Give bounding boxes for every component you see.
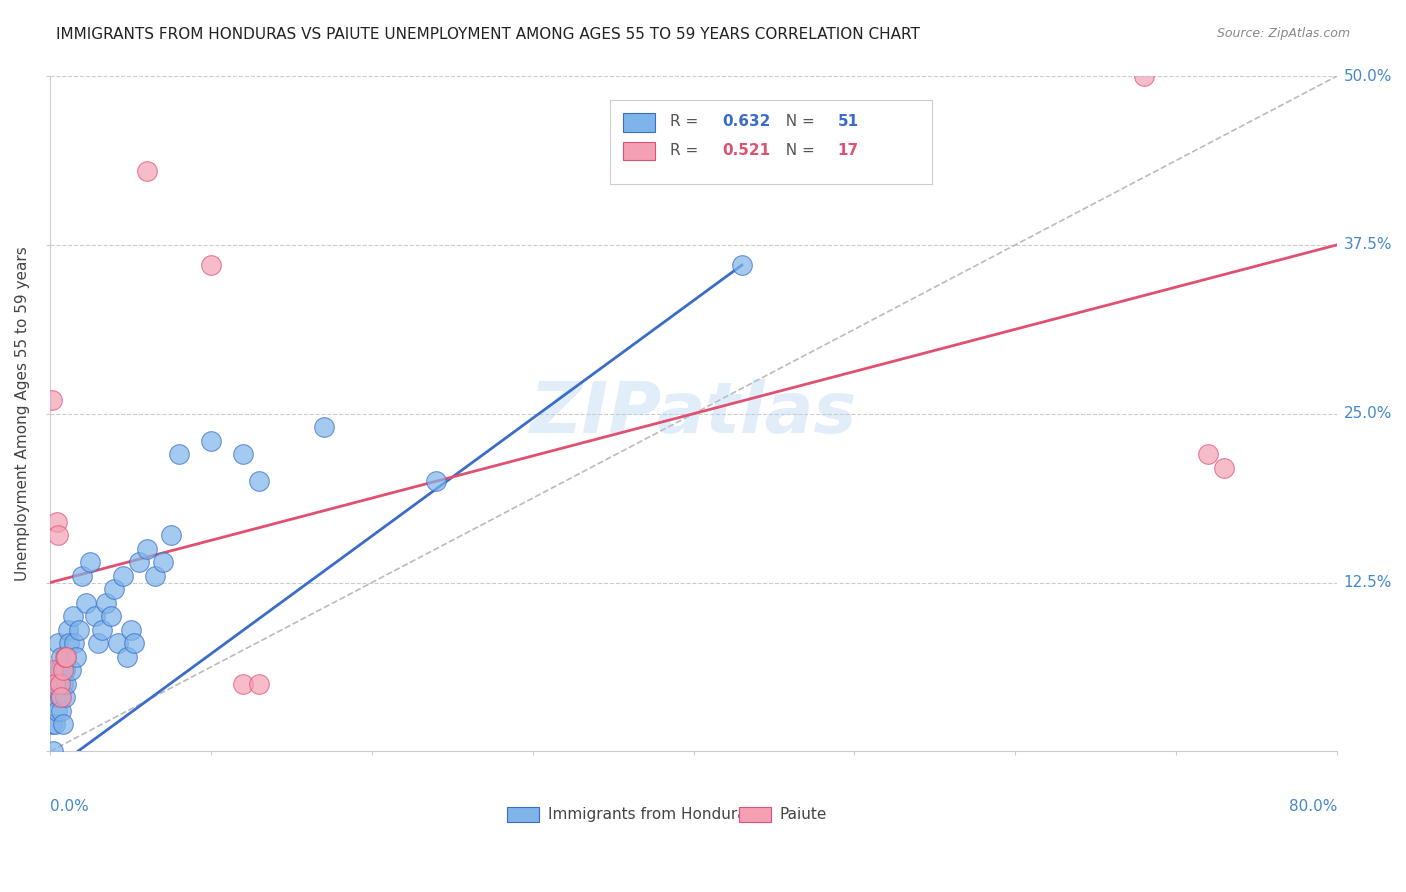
Point xyxy=(143,568,166,582)
Point xyxy=(42,663,65,677)
Text: 12.5%: 12.5% xyxy=(1344,575,1392,590)
Point xyxy=(122,636,145,650)
Point xyxy=(72,568,94,582)
Text: R =: R = xyxy=(671,114,703,129)
Text: 0.632: 0.632 xyxy=(721,114,770,129)
Point xyxy=(117,649,139,664)
Point xyxy=(45,515,67,529)
Point xyxy=(135,163,157,178)
Point xyxy=(53,690,76,705)
Point xyxy=(247,677,270,691)
Point xyxy=(55,649,77,664)
Point xyxy=(90,623,112,637)
Point xyxy=(200,258,222,272)
Point xyxy=(63,636,86,650)
Point xyxy=(100,609,122,624)
Point xyxy=(1133,69,1156,83)
Point xyxy=(159,528,181,542)
Point xyxy=(52,717,75,731)
Point xyxy=(56,623,79,637)
Point xyxy=(1197,447,1219,461)
Point xyxy=(79,555,101,569)
Point xyxy=(55,677,77,691)
Point xyxy=(52,677,75,691)
Point xyxy=(44,677,66,691)
Text: Immigrants from Honduras: Immigrants from Honduras xyxy=(548,806,755,822)
Point xyxy=(84,609,107,624)
Point xyxy=(111,568,134,582)
Point xyxy=(65,649,87,664)
Point xyxy=(135,541,157,556)
Point xyxy=(46,677,69,691)
Point xyxy=(312,420,335,434)
Text: 0.521: 0.521 xyxy=(721,144,770,159)
Point xyxy=(232,677,254,691)
Point xyxy=(44,690,66,705)
Point xyxy=(52,663,75,677)
Text: 51: 51 xyxy=(838,114,859,129)
Text: 0.0%: 0.0% xyxy=(51,798,89,814)
Point xyxy=(107,636,129,650)
Text: Paiute: Paiute xyxy=(780,806,827,822)
Point xyxy=(75,596,97,610)
Point xyxy=(87,636,110,650)
Point xyxy=(53,649,76,664)
Point xyxy=(51,690,73,705)
Point xyxy=(44,717,66,731)
Point xyxy=(62,609,84,624)
FancyBboxPatch shape xyxy=(610,100,932,184)
Point xyxy=(41,717,63,731)
Point xyxy=(45,704,67,718)
Point xyxy=(1213,460,1236,475)
FancyBboxPatch shape xyxy=(623,113,655,132)
Point xyxy=(49,690,72,705)
Point xyxy=(232,447,254,461)
Point xyxy=(128,555,150,569)
Point xyxy=(51,649,73,664)
Point xyxy=(152,555,174,569)
Text: IMMIGRANTS FROM HONDURAS VS PAIUTE UNEMPLOYMENT AMONG AGES 55 TO 59 YEARS CORREL: IMMIGRANTS FROM HONDURAS VS PAIUTE UNEMP… xyxy=(56,27,920,42)
Point xyxy=(731,258,754,272)
Point xyxy=(49,663,72,677)
Text: 17: 17 xyxy=(838,144,859,159)
Text: 37.5%: 37.5% xyxy=(1344,237,1392,252)
Text: N =: N = xyxy=(776,114,820,129)
Point xyxy=(46,528,69,542)
Point xyxy=(55,649,77,664)
Point xyxy=(60,663,83,677)
Point xyxy=(96,596,118,610)
Point xyxy=(53,663,76,677)
Text: ZIPatlas: ZIPatlas xyxy=(530,379,858,448)
Point xyxy=(51,704,73,718)
Point xyxy=(58,636,80,650)
Text: 50.0%: 50.0% xyxy=(1344,69,1392,84)
Text: 80.0%: 80.0% xyxy=(1289,798,1337,814)
FancyBboxPatch shape xyxy=(738,807,770,822)
Point xyxy=(67,623,90,637)
Point xyxy=(247,474,270,488)
Point xyxy=(425,474,447,488)
Point xyxy=(200,434,222,448)
Text: N =: N = xyxy=(776,144,820,159)
Point xyxy=(167,447,190,461)
Point xyxy=(49,677,72,691)
Point xyxy=(120,623,142,637)
Point xyxy=(41,393,63,408)
FancyBboxPatch shape xyxy=(623,142,655,161)
Point xyxy=(103,582,125,597)
Point xyxy=(42,744,65,758)
Point xyxy=(45,663,67,677)
Point xyxy=(46,636,69,650)
FancyBboxPatch shape xyxy=(508,807,538,822)
Text: Source: ZipAtlas.com: Source: ZipAtlas.com xyxy=(1216,27,1350,40)
Y-axis label: Unemployment Among Ages 55 to 59 years: Unemployment Among Ages 55 to 59 years xyxy=(15,246,30,581)
Text: R =: R = xyxy=(671,144,703,159)
Text: 25.0%: 25.0% xyxy=(1344,406,1392,421)
